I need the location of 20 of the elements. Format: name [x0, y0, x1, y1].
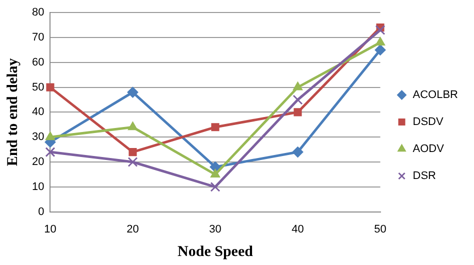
legend-label: AODV [412, 143, 445, 156]
legend-label: DSDV [412, 116, 444, 128]
legend-label: ACOLBR [412, 89, 458, 102]
x-tick-label: 50 [374, 223, 386, 236]
x-tick-label: 10 [44, 223, 56, 236]
x-tick-label: 40 [292, 223, 304, 236]
legend-label: DSR [412, 170, 436, 182]
y-tick-label: 20 [32, 156, 44, 168]
y-tick-label: 60 [32, 56, 44, 68]
x-axis-title: Node Speed [178, 244, 254, 260]
x-tick-label: 20 [126, 223, 139, 236]
y-axis-title: End to end delay [4, 58, 21, 166]
y-tick-label: 80 [32, 6, 44, 19]
y-tick-label: 50 [32, 81, 44, 94]
y-tick-label: 40 [32, 106, 44, 118]
y-tick-label: 0 [38, 206, 44, 218]
x-tick-label: 30 [209, 223, 222, 236]
y-tick-label: 30 [32, 131, 44, 144]
y-tick-label: 70 [32, 32, 44, 44]
y-tick-label: 10 [32, 180, 44, 193]
